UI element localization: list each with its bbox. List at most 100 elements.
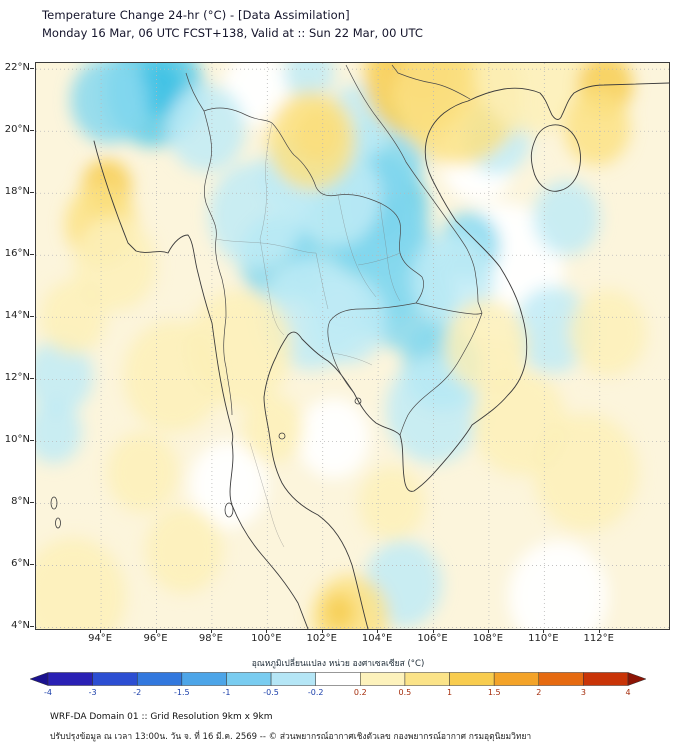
phuket-island (224, 502, 234, 518)
colorbar-segment (583, 672, 629, 686)
anomaly-blob (189, 441, 268, 529)
tick-mark (377, 629, 379, 633)
colorbar-tick-label: 1 (446, 688, 453, 697)
samui-island (278, 432, 286, 440)
tick-mark (30, 378, 34, 380)
colorbar-tick-label: -4 (44, 688, 52, 697)
colorbar-segment (47, 672, 93, 686)
anomaly-blob (386, 357, 481, 464)
colorbar-segment (92, 672, 138, 686)
colorbar-segment (449, 672, 495, 686)
x-axis-tick-label: 112°E (583, 633, 614, 644)
tick-mark (266, 629, 268, 633)
anomaly-blob (36, 537, 126, 629)
colorbar-tick-label: 0.2 (353, 688, 367, 697)
x-axis-tick-label: 110°E (528, 633, 559, 644)
tick-mark (30, 130, 34, 132)
anomaly-blob (508, 540, 609, 629)
border-vietnam-china (391, 64, 471, 100)
tick-mark (30, 626, 34, 628)
tick-mark (487, 629, 489, 633)
coastline-gulf-vietnam-china (263, 82, 669, 629)
tick-mark (321, 629, 323, 633)
tick-mark (30, 68, 34, 70)
y-axis-tick-label: 18°N (4, 186, 30, 198)
border-myanmar-china (185, 72, 205, 112)
koh-chang-island (354, 397, 362, 405)
colorbar (29, 671, 647, 686)
tick-mark (30, 316, 34, 318)
y-axis-tick-label: 20°N (4, 124, 30, 136)
x-axis-tick-label: 108°E (472, 633, 504, 644)
tick-mark (30, 502, 34, 504)
anomaly-blob (73, 218, 157, 312)
y-axis-tick-label: 16°N (4, 248, 30, 260)
anomaly-blob (308, 277, 387, 364)
colorbar-segment (493, 672, 540, 686)
y-axis-tick-label: 8°N (11, 496, 30, 508)
anomaly-blob (70, 63, 149, 144)
border-laos-vietnam (345, 64, 483, 314)
tick-mark (432, 629, 434, 633)
province-boundaries (215, 122, 401, 548)
temperature-anomaly-field (36, 63, 647, 629)
tick-mark (30, 254, 34, 256)
colorbar-tick-label: 2 (536, 688, 542, 697)
border-laos-cambodia (415, 302, 483, 315)
page-subtitle: Monday 16 Mar, 06 UTC FCST+138, Valid at… (42, 26, 423, 40)
x-axis-tick-label: 98°E (198, 633, 223, 644)
anomaly-blob (267, 90, 356, 191)
tick-mark (210, 629, 212, 633)
colorbar-segment (181, 672, 227, 686)
x-axis-tick-label: 100°E (251, 633, 282, 644)
anomaly-blob (322, 593, 356, 629)
y-axis-tick-label: 12°N (4, 372, 30, 384)
tick-mark (30, 564, 34, 566)
anomaly-blob (40, 280, 107, 355)
colorbar-tick-label: -1.5 (173, 688, 190, 697)
border-thailand-myanmar (203, 110, 233, 416)
page-title: Temperature Change 24-hr (°C) - [Data As… (42, 8, 350, 22)
anomaly-blob (569, 289, 647, 377)
x-axis-tick-label: 94°E (88, 633, 113, 644)
colorbar-segment (360, 672, 406, 686)
colorbar-scale (29, 672, 647, 686)
colorbar-tick-label: -2 (133, 688, 142, 697)
colorbar-tick-label: -1 (222, 688, 231, 697)
colorbar-ticks: -4 -3 -2 -1.5 -1 -0.5 -0.2 0.2 0.5 1 1.5 2 3 4 (30, 688, 646, 700)
colorbar-segment (136, 672, 183, 686)
hainan-island-outline (530, 124, 581, 192)
colorbar-segment (226, 672, 272, 686)
andaman-island-2 (55, 517, 61, 529)
anomaly-blob (36, 401, 82, 464)
colorbar-arrow (29, 672, 49, 686)
anomaly-blob (167, 84, 246, 172)
colorbar-label: อุณหภูมิเปลี่ยนแปลง หน่วย องศาเซลเซียส (… (251, 659, 425, 669)
update-credit-info: ปรับปรุงข้อมูล ณ เวลา 13:00น. วัน จ. ที่… (50, 732, 532, 742)
model-info: WRF-DA Domain 01 :: Grid Resolution 9km … (50, 712, 273, 722)
colorbar-segment (270, 672, 316, 686)
colorbar-tick-label: -0.2 (307, 688, 324, 697)
colorbar-arrow (627, 672, 647, 686)
colorbar-tick-label: 3 (580, 688, 586, 697)
anomaly-blob (513, 286, 592, 374)
tick-mark (30, 192, 34, 194)
anomaly-blob (563, 90, 631, 166)
tick-mark (30, 440, 34, 442)
colorbar-tick-label: -0.5 (263, 688, 279, 697)
anomaly-blob (145, 506, 223, 594)
y-axis-tick-label: 14°N (4, 310, 30, 322)
anomaly-blob (123, 320, 223, 433)
x-axis-tick-label: 106°E (417, 633, 448, 644)
tick-mark (598, 629, 600, 633)
anomaly-blob (36, 339, 93, 414)
border-thailand-cambodia (327, 302, 417, 394)
andaman-island-1 (50, 496, 58, 510)
x-axis-tick-label: 102°E (306, 633, 337, 644)
map-panel (35, 62, 670, 630)
anomaly-blob (533, 180, 600, 256)
border-cambodia-vietnam (399, 312, 483, 436)
x-axis-tick-label: 96°E (143, 633, 168, 644)
colorbar-segment (404, 672, 450, 686)
coastline-west-peninsula (93, 140, 309, 629)
